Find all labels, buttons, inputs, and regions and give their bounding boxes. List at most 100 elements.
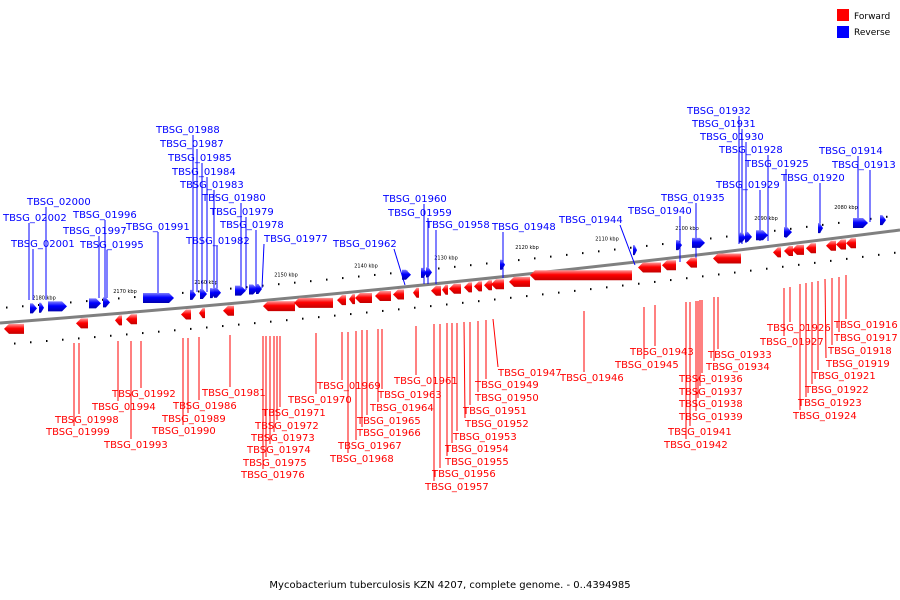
gene-label[interactable]: TBSG_01934 [705, 362, 770, 373]
gene-label[interactable]: TBSG_01924 [792, 411, 857, 422]
forward-gene-arrow[interactable] [484, 280, 492, 291]
gene-label[interactable]: TBSG_01928 [718, 145, 783, 156]
forward-gene-arrow[interactable] [393, 289, 404, 300]
gene-label[interactable]: TBSG_01979 [209, 207, 274, 218]
forward-gene-arrow[interactable] [713, 253, 741, 264]
gene-label[interactable]: TBSG_01981 [201, 388, 266, 399]
gene-label[interactable]: TBSG_01920 [780, 173, 845, 184]
forward-gene-arrow[interactable] [4, 323, 24, 334]
gene-label[interactable]: TBSG_01947 [497, 368, 562, 379]
reverse-gene-arrow[interactable] [48, 301, 67, 312]
reverse-gene-arrow[interactable] [256, 283, 262, 294]
gene-label[interactable]: TBSG_01994 [91, 402, 156, 413]
forward-gene-arrow[interactable] [115, 315, 122, 326]
forward-gene-arrow[interactable] [662, 260, 676, 271]
reverse-gene-arrow[interactable] [756, 230, 768, 241]
gene-label[interactable]: TBSG_01914 [818, 146, 883, 157]
gene-label[interactable]: TBSG_01921 [811, 371, 876, 382]
reverse-gene-arrow[interactable] [745, 231, 752, 242]
gene-label[interactable]: TBSG_01960 [382, 194, 447, 205]
gene-label[interactable]: TBSG_01956 [431, 469, 496, 480]
forward-gene-arrow[interactable] [784, 246, 793, 257]
reverse-gene-arrow[interactable] [210, 288, 216, 299]
gene-label[interactable]: TBSG_01940 [627, 206, 692, 217]
gene-label[interactable]: TBSG_01916 [833, 320, 898, 331]
gene-label[interactable]: TBSG_01987 [159, 139, 224, 150]
reverse-gene-arrow[interactable] [633, 245, 637, 256]
forward-gene-arrow[interactable] [126, 314, 137, 325]
gene-label[interactable]: TBSG_01943 [629, 347, 694, 358]
reverse-gene-arrow[interactable] [784, 227, 792, 238]
gene-label[interactable]: TBSG_01998 [54, 415, 119, 426]
gene-label[interactable]: TBSG_01925 [744, 159, 809, 170]
gene-label[interactable]: TBSG_01985 [167, 153, 232, 164]
gene-label[interactable]: TBSG_01980 [201, 193, 266, 204]
gene-label[interactable]: TBSG_01953 [452, 432, 517, 443]
gene-label[interactable]: TBSG_01923 [797, 398, 862, 409]
gene-label[interactable]: TBSG_01955 [444, 457, 509, 468]
gene-label[interactable]: TBSG_01950 [474, 393, 539, 404]
gene-label[interactable]: TBSG_01970 [287, 395, 352, 406]
gene-label[interactable]: TBSG_01974 [246, 445, 311, 456]
gene-label[interactable]: TBSG_01922 [804, 385, 869, 396]
gene-label[interactable]: TBSG_01957 [424, 482, 489, 493]
gene-label[interactable]: TBSG_01983 [179, 180, 244, 191]
gene-label[interactable]: TBSG_01930 [699, 132, 764, 143]
forward-gene-arrow[interactable] [449, 283, 461, 294]
gene-label[interactable]: TBSG_01917 [833, 333, 898, 344]
gene-label[interactable]: TBSG_01938 [678, 399, 743, 410]
forward-gene-arrow[interactable] [199, 308, 205, 319]
gene-label[interactable]: TBSG_01969 [316, 381, 381, 392]
gene-label[interactable]: TBSG_01977 [263, 234, 328, 245]
forward-gene-arrow[interactable] [464, 282, 472, 293]
reverse-gene-arrow[interactable] [676, 240, 682, 251]
forward-gene-arrow[interactable] [355, 292, 372, 303]
reverse-gene-arrow[interactable] [692, 237, 705, 248]
gene-label[interactable]: TBSG_01978 [219, 220, 284, 231]
reverse-gene-arrow[interactable] [880, 215, 886, 226]
forward-gene-arrow[interactable] [474, 281, 482, 292]
gene-label[interactable]: TBSG_02002 [2, 213, 67, 224]
gene-label[interactable]: TBSG_01939 [678, 412, 743, 423]
gene-label[interactable]: TBSG_01919 [825, 359, 890, 370]
gene-label[interactable]: TBSG_01976 [240, 470, 305, 481]
gene-label[interactable]: TBSG_01988 [155, 125, 220, 136]
forward-gene-arrow[interactable] [413, 287, 419, 298]
forward-gene-arrow[interactable] [846, 238, 856, 249]
gene-label[interactable]: TBSG_01999 [45, 427, 110, 438]
forward-gene-arrow[interactable] [442, 284, 448, 295]
gene-label[interactable]: TBSG_01993 [103, 440, 168, 451]
gene-label[interactable]: TBSG_01931 [691, 119, 756, 130]
forward-gene-arrow[interactable] [337, 295, 346, 306]
gene-label[interactable]: TBSG_01972 [254, 421, 319, 432]
gene-label[interactable]: TBSG_01982 [185, 236, 250, 247]
gene-label[interactable]: TBSG_01937 [678, 387, 743, 398]
gene-label[interactable]: TBSG_01995 [79, 240, 144, 251]
gene-label[interactable]: TBSG_01986 [172, 401, 237, 412]
forward-gene-arrow[interactable] [806, 243, 816, 254]
forward-gene-arrow[interactable] [773, 247, 781, 258]
gene-label[interactable]: TBSG_02001 [10, 239, 75, 250]
forward-gene-arrow[interactable] [686, 257, 697, 268]
forward-gene-arrow[interactable] [792, 244, 804, 255]
gene-label[interactable]: TBSG_01959 [387, 208, 452, 219]
forward-gene-arrow[interactable] [349, 294, 355, 305]
forward-gene-arrow[interactable] [530, 270, 632, 281]
reverse-gene-arrow[interactable] [235, 285, 246, 296]
reverse-gene-arrow[interactable] [500, 259, 505, 270]
reverse-gene-arrow[interactable] [818, 223, 823, 234]
reverse-gene-arrow[interactable] [426, 267, 432, 278]
gene-label[interactable]: TBSG_01941 [667, 427, 732, 438]
forward-gene-arrow[interactable] [223, 305, 234, 316]
forward-gene-arrow[interactable] [181, 309, 191, 320]
reverse-gene-arrow[interactable] [143, 292, 174, 303]
reverse-gene-arrow[interactable] [39, 302, 44, 313]
gene-label[interactable]: TBSG_01936 [678, 374, 743, 385]
gene-label[interactable]: TBSG_01989 [161, 414, 226, 425]
gene-label[interactable]: TBSG_01944 [558, 215, 623, 226]
forward-gene-arrow[interactable] [509, 276, 530, 287]
gene-label[interactable]: TBSG_01968 [329, 454, 394, 465]
gene-label[interactable]: TBSG_01952 [464, 419, 529, 430]
reverse-gene-arrow[interactable] [30, 303, 37, 314]
forward-gene-arrow[interactable] [638, 262, 661, 273]
